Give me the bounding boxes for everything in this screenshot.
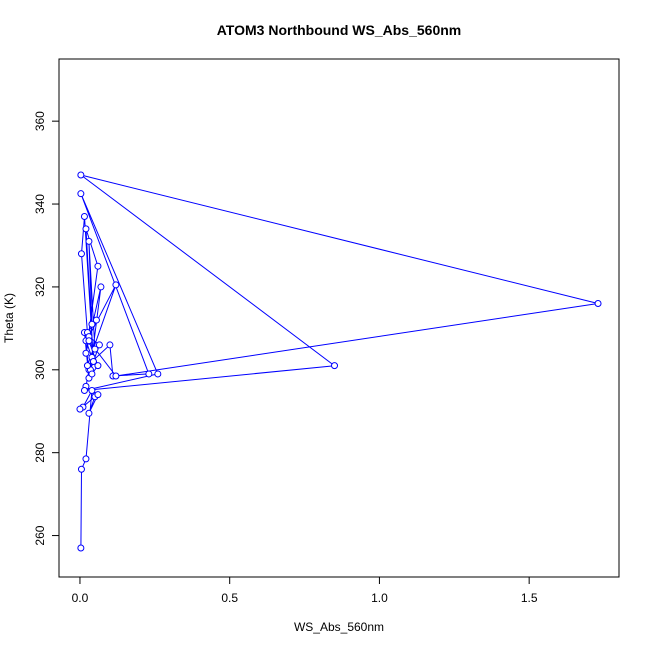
data-point: [97, 283, 105, 291]
y-tick-label: 360: [33, 111, 47, 131]
data-point: [77, 544, 85, 552]
y-axis-label: Theta (K): [2, 293, 16, 343]
series-layer: [76, 171, 602, 552]
data-point: [85, 337, 93, 345]
x-axis-label: WS_Abs_560nm: [294, 620, 384, 634]
y-tick-label: 320: [33, 277, 47, 297]
data-point: [85, 237, 93, 245]
data-point: [77, 190, 85, 198]
data-point: [106, 341, 114, 349]
data-point: [91, 345, 99, 353]
data-point: [76, 405, 84, 413]
data-point: [77, 171, 85, 179]
x-tick-label: 1.0: [371, 591, 388, 605]
data-point: [82, 225, 90, 233]
x-tick-label: 0.5: [221, 591, 238, 605]
data-point: [80, 387, 88, 395]
data-point: [82, 455, 90, 463]
y-tick-label: 280: [33, 442, 47, 462]
y-axis: 260 280 300 320 340 360: [33, 111, 60, 546]
data-point: [95, 341, 103, 349]
data-point: [594, 299, 602, 307]
x-tick-label: 0.0: [72, 591, 89, 605]
plot-frame: [58, 58, 620, 578]
x-tick-label: 1.5: [521, 591, 538, 605]
data-point: [331, 362, 339, 370]
data-point: [82, 349, 90, 357]
series-line: [79, 174, 599, 549]
data-point: [77, 465, 85, 473]
data-point: [94, 362, 102, 370]
chart-title: ATOM3 Northbound WS_Abs_560nm: [217, 22, 462, 38]
data-point: [145, 370, 153, 378]
data-point: [89, 358, 97, 366]
data-point: [83, 362, 91, 370]
data-point: [112, 372, 120, 380]
data-point: [77, 250, 85, 258]
data-point: [88, 320, 96, 328]
y-tick-label: 300: [33, 359, 47, 379]
data-point: [88, 370, 96, 378]
data-point: [94, 391, 102, 399]
data-point: [88, 387, 96, 395]
data-point: [92, 316, 100, 324]
y-tick-label: 340: [33, 194, 47, 214]
x-axis: 0.0 0.5 1.0 1.5: [72, 576, 538, 605]
data-point: [154, 370, 162, 378]
data-point: [85, 409, 93, 417]
data-point: [94, 262, 102, 270]
data-point: [80, 212, 88, 220]
y-tick-label: 260: [33, 525, 47, 545]
data-point: [112, 281, 120, 289]
